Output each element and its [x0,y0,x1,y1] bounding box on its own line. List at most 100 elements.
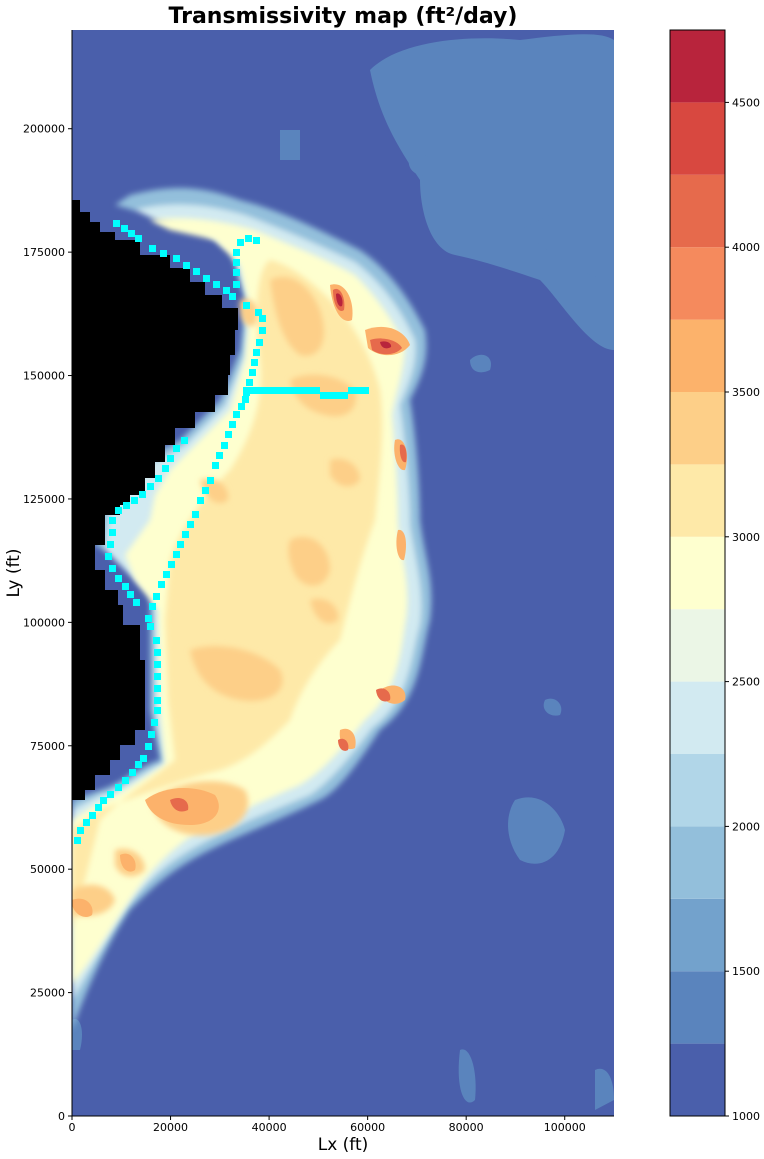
boundary-marker [77,827,84,834]
boundary-marker [257,387,264,394]
boundary-marker [160,250,167,257]
x-tick-label: 80000 [449,1121,484,1134]
colorbar-band [670,681,725,754]
boundary-marker [100,797,107,804]
boundary-marker [149,603,156,610]
boundary-marker [154,649,161,656]
boundary-marker [163,571,170,578]
boundary-marker [271,387,278,394]
boundary-marker [313,387,320,394]
boundary-marker [154,697,161,704]
colorbar: 1000 1500 2000 2500 3000 3500 4000 4500 [669,29,760,1123]
colorbar-band [670,30,725,103]
boundary-marker [173,551,180,558]
x-tick-label: 20000 [153,1121,188,1134]
colorbar-tick-label: 2000 [732,820,760,833]
boundary-marker [362,387,369,394]
colorbar-tick-label: 3500 [732,386,760,399]
boundary-marker [129,769,136,776]
boundary-marker [221,442,228,449]
colorbar-band [670,754,725,827]
boundary-marker [187,521,194,528]
boundary-marker [251,359,258,366]
boundary-marker [203,275,210,282]
boundary-marker [213,281,220,288]
colorbar-band [670,898,725,972]
boundary-marker [167,455,174,462]
boundary-marker [192,511,199,518]
boundary-marker [133,599,140,606]
boundary-marker [233,411,240,418]
boundary-marker [229,293,236,300]
boundary-marker [306,387,313,394]
boundary-marker [327,392,334,399]
boundary-marker [147,623,154,630]
low-level-patches [72,34,614,1110]
boundary-marker [153,593,160,600]
boundary-marker [145,743,152,750]
colorbar-tick-label: 1000 [732,1110,760,1123]
boundary-marker [243,302,250,309]
colorbar-band [670,826,725,899]
boundary-marker [246,379,253,386]
boundary-marker [181,437,188,444]
y-tick-label: 125000 [23,493,65,506]
x-tick-label: 60000 [350,1121,385,1134]
boundary-marker [177,541,184,548]
boundary-marker [259,327,266,334]
y-axis-label: Ly (ft) [4,549,24,598]
colorbar-tick-label: 4000 [732,241,760,254]
boundary-marker [348,387,355,394]
boundary-marker [278,387,285,394]
boundary-marker [162,465,169,472]
boundary-marker [355,387,362,394]
boundary-marker [139,491,146,498]
y-tick-label: 200000 [23,123,65,136]
boundary-marker [154,707,161,714]
boundary-marker [154,661,161,668]
boundary-marker [115,784,122,791]
chart-title: Transmissivity map (ft²/day) [169,4,518,29]
x-tick-label: 40000 [252,1121,287,1134]
boundary-marker [259,315,266,322]
boundary-marker [243,387,250,394]
boundary-marker [109,529,116,536]
boundary-marker [233,249,240,256]
boundary-marker [253,349,260,356]
colorbar-tick-label: 2500 [732,676,760,689]
colorbar-band [670,536,725,610]
boundary-marker [173,255,180,262]
heatmap-field [72,30,614,1116]
boundary-marker [140,755,147,762]
boundary-marker [233,259,240,266]
y-tick-label: 150000 [23,370,65,383]
y-tick-label: 75000 [30,740,65,753]
colorbar-tick-label: 4500 [732,96,760,109]
colorbar-tick-label: 3000 [732,531,760,544]
axes [71,30,614,1117]
boundary-marker [256,339,263,346]
boundary-marker [237,239,244,246]
colorbar-band [670,609,725,682]
boundary-marker [127,591,134,598]
boundary-marker [109,517,116,524]
boundary-marker [83,819,90,826]
boundary-marker [107,791,114,798]
boundary-marker [238,403,245,410]
mid-level-patches [72,260,383,930]
boundary-marker [341,392,348,399]
boundary-marker [158,581,165,588]
boundary-marker [151,719,158,726]
boundary-marker [153,637,160,644]
y-tick-label: 100000 [23,616,65,629]
colorbar-band [670,1043,725,1116]
boundary-marker [115,507,122,514]
boundary-marker [123,502,130,509]
x-tick-label: 0 [69,1121,76,1134]
boundary-marker [264,387,271,394]
y-tick-label: 25000 [30,987,65,1000]
boundary-marker [105,553,112,560]
colorbar-band [670,319,725,392]
boundary-marker [212,462,219,469]
